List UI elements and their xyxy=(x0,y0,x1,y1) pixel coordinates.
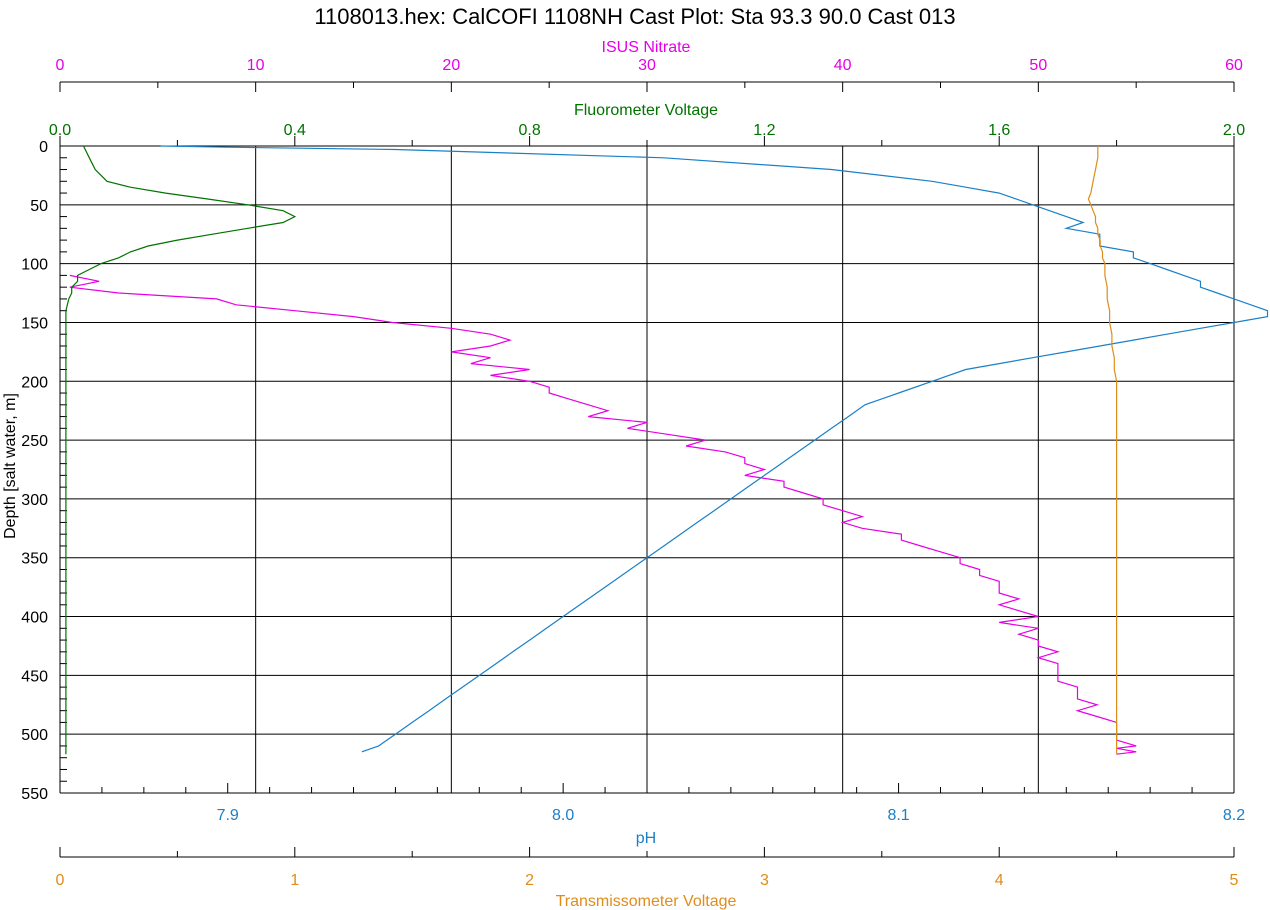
fluorometer-series-line xyxy=(65,145,297,755)
chart-title: 1108013.hex: CalCOFI 1108NH Cast Plot: S… xyxy=(314,4,955,29)
transmissometer-series-line xyxy=(1087,146,1118,755)
fluorometer-tick-label: 0.4 xyxy=(284,122,306,139)
depth-tick-label: 400 xyxy=(21,610,48,627)
depth-axis-label: Depth [salt water, m] xyxy=(2,393,19,539)
fluorometer-tick-label: 1.2 xyxy=(753,122,775,139)
fluorometer-tick-label: 0.0 xyxy=(49,122,71,139)
depth-tick-label: 500 xyxy=(21,727,48,744)
depth-tick-label: 200 xyxy=(21,374,48,391)
nitrate-tick-label: 30 xyxy=(638,57,656,74)
nitrate-tick-label: 0 xyxy=(56,57,65,74)
nitrate-series-line xyxy=(69,274,1137,755)
nitrate-axis-label: ISUS Nitrate xyxy=(602,39,691,56)
transmissometer-tick-label: 4 xyxy=(995,872,1004,889)
data-series xyxy=(65,145,1269,755)
nitrate-tick-label: 50 xyxy=(1029,57,1047,74)
transmissometer-axis-label: Transmissometer Voltage xyxy=(556,893,737,910)
depth-tick-label: 100 xyxy=(21,257,48,274)
depth-tick-label: 550 xyxy=(21,786,48,803)
ph-tick-label: 8.1 xyxy=(887,807,909,824)
transmissometer-tick-label: 0 xyxy=(56,872,65,889)
ph-tick-label: 8.0 xyxy=(552,807,574,824)
depth-tick-label: 0 xyxy=(39,139,48,156)
transmissometer-tick-label: 3 xyxy=(760,872,769,889)
ph-tick-label: 8.2 xyxy=(1223,807,1245,824)
transmissometer-tick-label: 2 xyxy=(525,872,534,889)
fluorometer-axis-label: Fluorometer Voltage xyxy=(574,102,718,119)
depth-tick-label: 350 xyxy=(21,551,48,568)
nitrate-tick-label: 60 xyxy=(1225,57,1243,74)
depth-tick-label: 300 xyxy=(21,492,48,509)
fluorometer-tick-label: 1.6 xyxy=(988,122,1010,139)
depth-tick-label: 50 xyxy=(30,198,48,215)
ph-tick-label: 7.9 xyxy=(217,807,239,824)
nitrate-tick-label: 10 xyxy=(247,57,265,74)
ph-series-line xyxy=(160,145,1269,753)
depth-tick-label: 250 xyxy=(21,433,48,450)
ph-axis-label: pH xyxy=(636,830,656,847)
depth-tick-label: 150 xyxy=(21,315,48,332)
nitrate-tick-label: 20 xyxy=(442,57,460,74)
depth-tick-label: 450 xyxy=(21,668,48,685)
fluorometer-tick-label: 0.8 xyxy=(518,122,540,139)
fluorometer-tick-label: 2.0 xyxy=(1223,122,1245,139)
nitrate-tick-label: 40 xyxy=(834,57,852,74)
grid-lines xyxy=(59,145,1235,794)
transmissometer-tick-label: 1 xyxy=(290,872,299,889)
transmissometer-tick-label: 5 xyxy=(1230,872,1239,889)
